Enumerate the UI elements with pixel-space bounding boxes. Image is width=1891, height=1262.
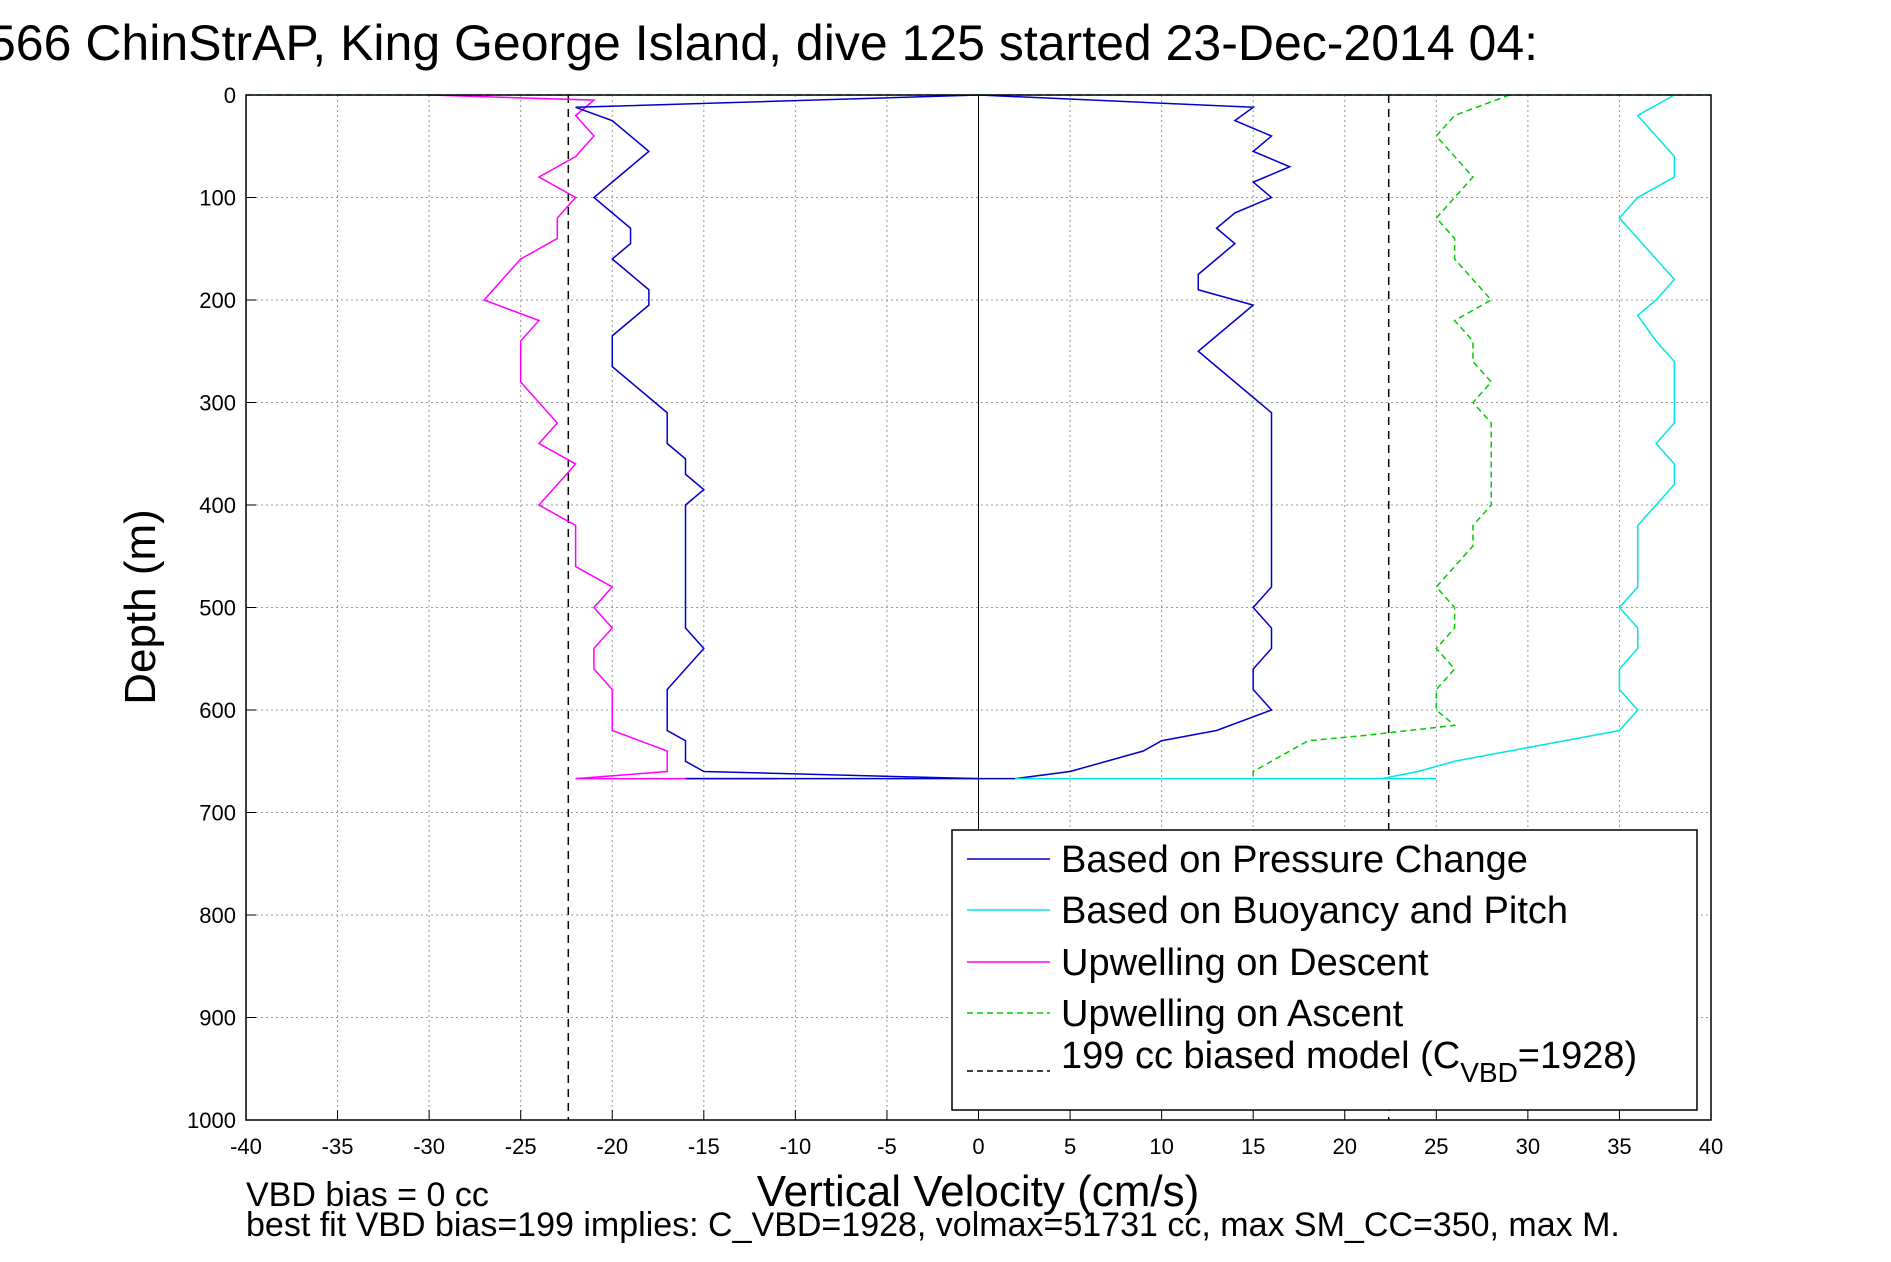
x-tick-label: -40 (230, 1134, 262, 1159)
axis-ticks: -40 -35 -30 -25 -20 -15 -10 -5 0 5 10 15 20 25 30 35 400… (187, 83, 1723, 1159)
x-tick-label: -35 (322, 1134, 354, 1159)
x-tick-label: -15 (688, 1134, 720, 1159)
y-tick-label: 400 (199, 493, 236, 518)
footnote-vbd-bias: VBD bias = 0 cc (246, 1176, 489, 1214)
x-tick-label: -20 (596, 1134, 628, 1159)
y-tick-label: 300 (199, 391, 236, 416)
x-axis-label: Vertical Velocity (cm/s) (757, 1167, 1200, 1216)
x-tick-label: 10 (1149, 1134, 1173, 1159)
y-tick-label: 900 (199, 1006, 236, 1031)
legend-label-pressure: Based on Pressure Change (1061, 839, 1528, 881)
legend: Based on Pressure Change Based on Buoyan… (951, 829, 1698, 1111)
y-tick-label: 600 (199, 698, 236, 723)
x-tick-label: 40 (1699, 1134, 1723, 1159)
x-tick-label: 25 (1424, 1134, 1448, 1159)
legend-box (951, 829, 1698, 1111)
chart-title: 566 ChinStrAP, King George Island, dive … (0, 15, 1538, 71)
x-tick-label: -5 (877, 1134, 897, 1159)
series-pressure-ascent (978, 94, 1292, 780)
y-tick-label: 0 (224, 83, 236, 108)
y-axis-label: Depth (m) (116, 509, 165, 705)
y-tick-label: 1000 (187, 1108, 236, 1133)
y-tick-label: 700 (199, 801, 236, 826)
legend-label-descent: Upwelling on Descent (1061, 942, 1429, 984)
x-tick-label: -10 (779, 1134, 811, 1159)
legend-label-model: 199 cc biased model (CVBD=1928) (1061, 1035, 1637, 1088)
y-tick-label: 500 (199, 596, 236, 621)
x-tick-label: 20 (1333, 1134, 1357, 1159)
x-tick-label: 35 (1607, 1134, 1631, 1159)
x-tick-label: -25 (505, 1134, 537, 1159)
x-tick-label: 30 (1516, 1134, 1540, 1159)
series-pressure-descent (575, 94, 979, 780)
x-tick-label: 15 (1241, 1134, 1265, 1159)
x-tick-label: 5 (1064, 1134, 1076, 1159)
y-tick-label: 200 (199, 288, 236, 313)
series-buoyancy-pitch (1381, 94, 1676, 780)
x-tick-label: -30 (413, 1134, 445, 1159)
y-tick-label: 100 (199, 186, 236, 211)
y-tick-label: 800 (199, 903, 236, 928)
series-upwelling-ascent (1252, 94, 1510, 779)
legend-label-buoyancy: Based on Buoyancy and Pitch (1061, 890, 1568, 932)
series-upwelling-descent (429, 94, 668, 780)
legend-label-ascent: Upwelling on Ascent (1061, 993, 1404, 1035)
x-tick-label: 0 (972, 1134, 984, 1159)
footnote-best-fit: best fit VBD bias=199 implies: C_VBD=192… (246, 1206, 1620, 1244)
